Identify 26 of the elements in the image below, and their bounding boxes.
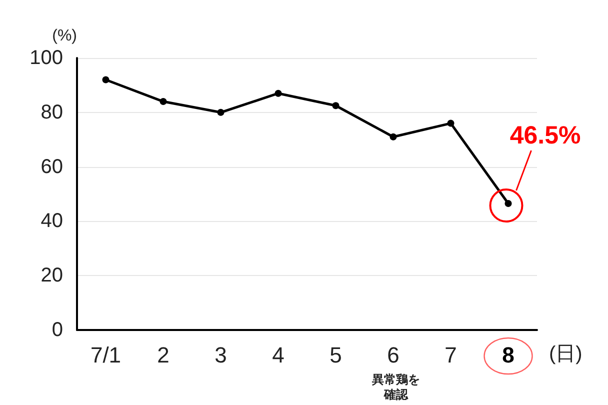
x-tick-label: 8 — [502, 342, 514, 368]
x-tick-label: 5 — [330, 342, 342, 368]
y-tick-label: 20 — [40, 264, 63, 287]
point — [274, 90, 282, 97]
point — [504, 200, 512, 208]
point — [390, 133, 397, 140]
point — [102, 76, 110, 84]
x-axis-title: (日) — [549, 343, 582, 365]
x-tick-label: 6 — [387, 342, 400, 368]
y-tick-label: 60 — [40, 156, 63, 178]
y-tick-label: 40 — [40, 210, 63, 232]
y-axis-title: (%) — [52, 28, 77, 44]
y-tick-label: 100 — [30, 47, 63, 69]
annotation: 46.5% — [510, 122, 581, 150]
y-tick-label: 0 — [52, 319, 63, 341]
point — [217, 108, 224, 116]
text: 異常鶏を確認 — [371, 372, 420, 402]
x-tick-label: 2 — [157, 342, 170, 368]
x-tick-label: 4 — [272, 342, 284, 368]
y-tick-label: 80 — [40, 101, 63, 124]
point — [447, 120, 454, 127]
point — [160, 98, 167, 106]
x-tick-label: 7/1 — [90, 342, 122, 368]
x-tick-label: 7 — [444, 342, 457, 368]
point — [332, 102, 340, 110]
x-tick-label: 3 — [214, 342, 227, 368]
